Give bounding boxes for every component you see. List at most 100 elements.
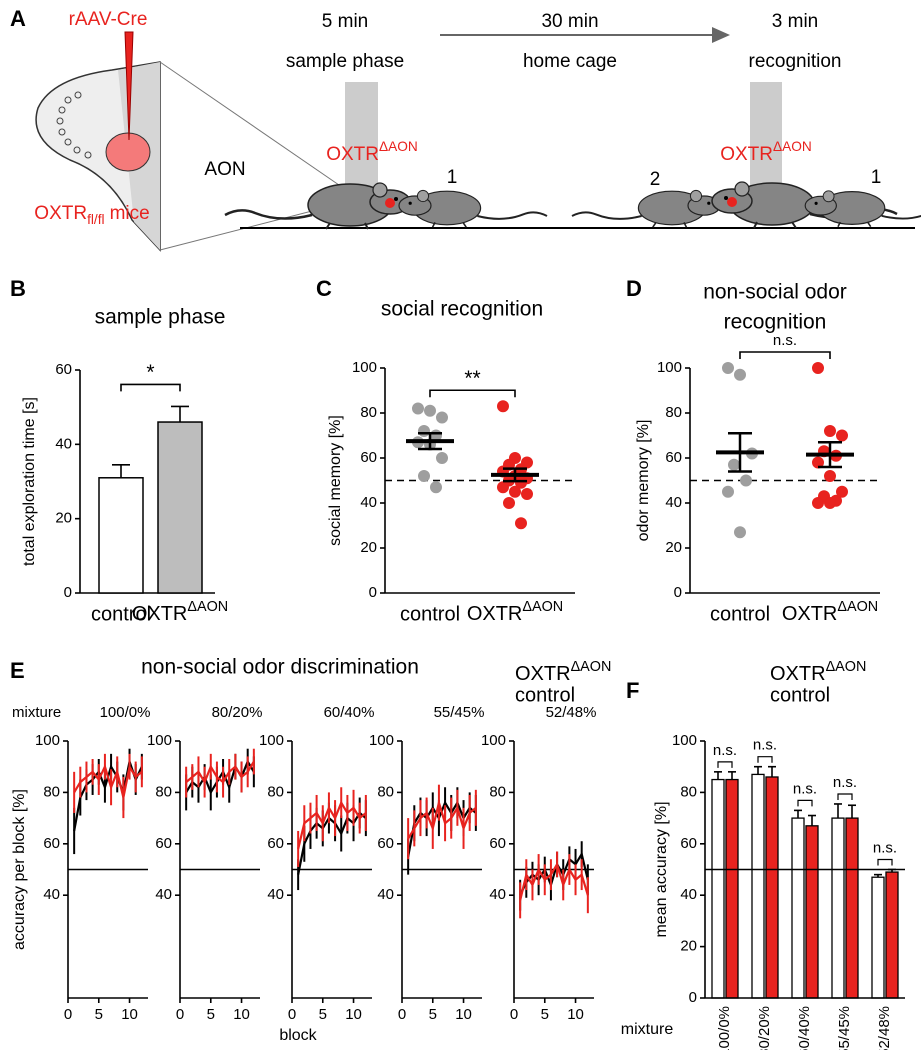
data-point [436,452,448,464]
legend-label: control [770,684,830,706]
data-point [418,425,430,437]
x-tick-label: 10 [233,1006,250,1023]
data-point [728,458,740,471]
data-point [412,402,424,415]
data-point [836,429,848,442]
y-tick-label: 40 [665,494,682,511]
data-point [734,368,746,381]
stimulus-label: 2 [650,169,661,190]
category-label: control [400,603,460,625]
stimulus-label: 1 [871,167,882,188]
subject-label-main: OXTR [720,144,773,165]
panel-title: 100/0% [100,704,151,721]
injection-needle [124,31,134,141]
data-point [430,481,442,494]
category-label-main: OXTR [467,603,523,625]
panel-letter: B [10,276,26,301]
timeline-arrowhead [712,27,730,43]
data-point [503,497,515,509]
legend-label-sup: ΔAON [826,659,867,675]
region-label: AON [204,159,245,180]
mice-label-main: OXTR [34,203,87,224]
mouse-ear [734,181,750,197]
significance-label: n.s. [773,332,797,349]
subject-label-main: OXTR [326,144,379,165]
panel-title: 55/45% [434,704,485,721]
chart-title: non-social odor discrimination [141,656,419,679]
legend-label-sup: ΔAON [571,659,612,675]
x-tick-label: 10 [455,1006,472,1023]
y-tick-label: 60 [267,835,284,852]
y-tick-label: 20 [680,938,697,955]
annotation: n.s. [873,839,897,856]
data-point [515,517,527,530]
x-tick-label: 0 [64,1006,72,1023]
mouse-tail [477,211,548,220]
legend-label: OXTRΔAON [770,659,866,685]
y-tick-label: 80 [43,783,60,800]
y-tick-label: 40 [155,886,172,903]
y-tick-label: 60 [665,449,682,466]
bar [831,817,845,999]
annotation-bracket [797,799,813,807]
category-label: 100/0% [716,1006,733,1050]
mouse-legs [837,221,872,228]
bar [765,776,779,999]
injection-site [385,198,395,208]
data-point [436,411,448,424]
category-label: 55/45% [836,1006,853,1050]
data-point [424,404,436,417]
data-line [185,759,255,795]
panel-title: 80/20% [212,704,263,721]
data-point [509,485,521,498]
legend-label: OXTRΔAON [515,659,611,685]
category-label-main: OXTR [782,603,838,625]
y-tick-label: 40 [489,886,506,903]
phase-marker [345,82,378,200]
significance-label: * [146,361,154,384]
category-label: 60/40% [796,1006,813,1050]
mouse [224,182,411,230]
significance-label: ** [464,367,480,390]
y-axis-label: odor memory [%] [635,420,652,542]
x-tick-label: 0 [398,1006,406,1023]
mouse-eye [408,201,412,205]
chart-title: social recognition [381,298,543,321]
x-tick-label: 10 [567,1006,584,1023]
y-tick-label: 100 [481,732,506,749]
data-line [519,861,589,901]
chart-title: recognition [724,311,827,334]
legend-label: control [515,684,575,706]
x-tick-label: 0 [288,1006,296,1023]
y-tick-label: 40 [360,494,377,511]
chart-title: non-social odor [703,281,847,304]
mouse-legs [431,221,467,228]
mouse [804,190,921,228]
data-point [812,497,824,509]
category-label-sup: ΔAON [522,599,563,615]
category-label-sup: ΔAON [187,599,228,615]
mice [224,181,921,230]
panel-letter: F [626,678,639,703]
data-point [722,362,734,374]
data-point [722,485,734,498]
x-tick-label: 10 [345,1006,362,1023]
subject-label: OXTRΔAON [720,139,812,165]
x-tick-label: 5 [319,1006,327,1023]
significance-bracket [120,383,181,392]
y-tick-label: 80 [360,404,377,421]
mouse [398,189,548,228]
y-tick-label: 100 [657,359,682,376]
injection-site [727,197,737,207]
y-tick-label: 60 [55,361,72,378]
x-tick-label: 5 [541,1006,549,1023]
y-axis-label: accuracy per block [%] [11,789,28,950]
panel-letter: D [626,276,642,301]
category-label: control [710,603,770,625]
annotation-bracket [757,756,773,763]
y-axis-label: social memory [%] [327,415,344,546]
x-tick-label: 5 [429,1006,437,1023]
step-label: sample phase [286,51,404,72]
data-point [497,481,509,494]
category-label-sup: ΔAON [837,599,878,615]
